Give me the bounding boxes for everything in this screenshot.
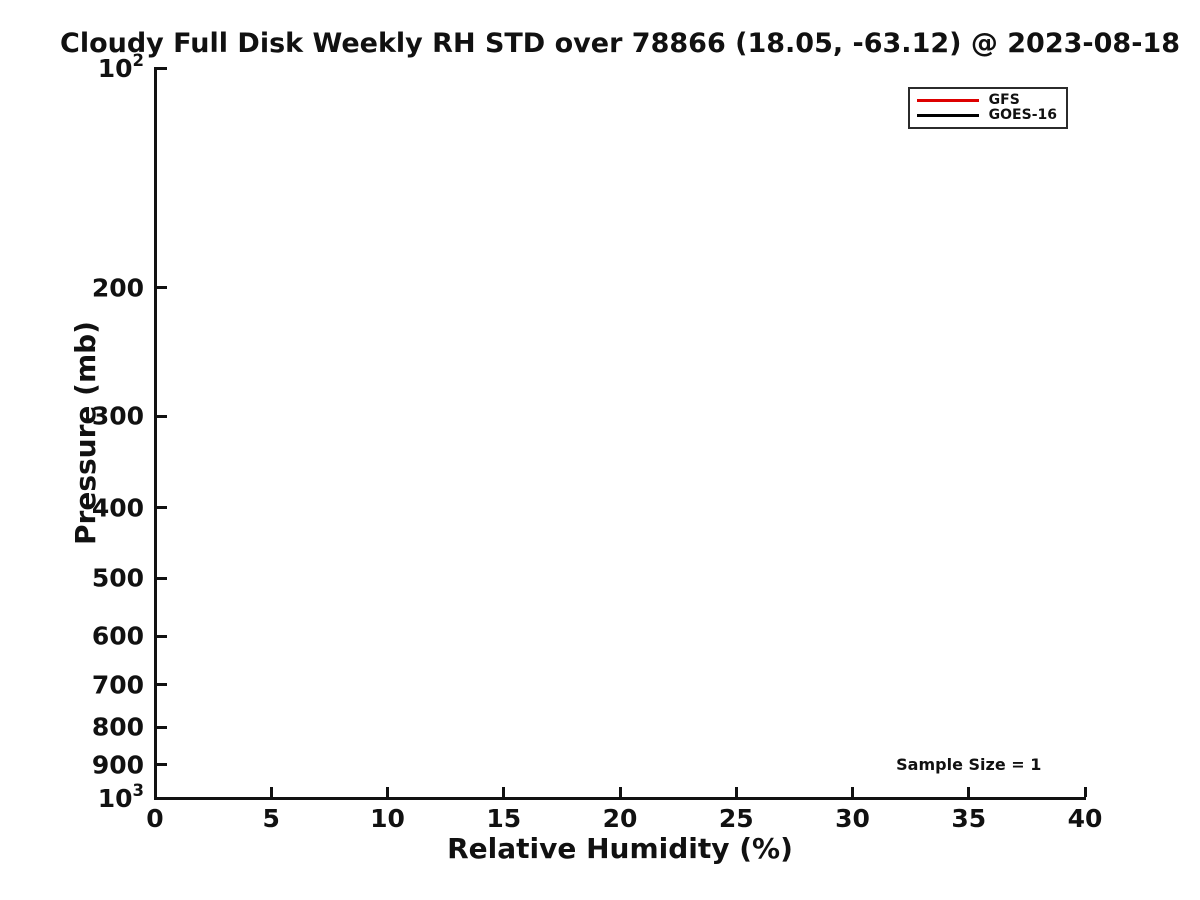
x-tick-label: 35 [951, 804, 987, 833]
y-tick [157, 506, 167, 509]
x-tick-label: 5 [262, 804, 280, 833]
x-tick [386, 787, 389, 797]
x-axis-spine [154, 797, 1086, 800]
legend: GFS GOES-16 [907, 87, 1068, 129]
x-tick-label: 25 [718, 804, 754, 833]
y-tick-label: 500 [91, 563, 144, 593]
y-tick-label: 900 [91, 750, 144, 780]
y-tick [157, 576, 167, 580]
y-tick-label: 700 [91, 670, 144, 700]
legend-item: GOES-16 [916, 107, 1057, 123]
y-tick [157, 286, 167, 290]
y-tick [157, 683, 167, 687]
y-tick-label: 300 [91, 401, 144, 431]
legend-line-swatch [916, 99, 979, 102]
x-tick-label: 20 [602, 804, 638, 833]
x-tick-label: 30 [835, 804, 870, 833]
y-tick-label: 800 [91, 712, 144, 742]
x-tick-label: 10 [370, 804, 405, 833]
y-tick-label: 102 [97, 51, 144, 84]
y-axis-spine [154, 67, 157, 800]
y-tick-label: 200 [91, 273, 144, 303]
legend-line-swatch [916, 114, 979, 117]
x-axis-label: Relative Humidity (%) [447, 832, 793, 865]
y-tick [157, 796, 167, 800]
x-tick [851, 787, 854, 797]
y-tick-label: 600 [91, 621, 144, 651]
x-tick [153, 787, 157, 797]
x-tick-label: 40 [1067, 804, 1103, 833]
y-tick [157, 414, 167, 418]
legend-item: GFS [916, 92, 1057, 108]
x-tick [1083, 787, 1087, 797]
x-tick [269, 787, 273, 797]
x-tick-label: 15 [486, 804, 522, 833]
x-tick [502, 787, 506, 797]
x-tick [967, 787, 971, 797]
x-tick [618, 787, 622, 797]
y-tick [157, 66, 167, 70]
x-tick-label: 0 [146, 804, 164, 833]
legend-label: GFS [988, 92, 1020, 108]
chart-title: Cloudy Full Disk Weekly RH STD over 7886… [60, 28, 1180, 59]
y-tick [157, 763, 167, 767]
sample-size-annotation: Sample Size = 1 [896, 754, 1042, 774]
x-tick [734, 787, 738, 797]
y-tick [157, 634, 167, 638]
legend-label: GOES-16 [988, 107, 1057, 123]
y-tick-label: 400 [91, 493, 144, 522]
y-tick [157, 725, 167, 729]
y-tick-label: 103 [97, 781, 144, 814]
